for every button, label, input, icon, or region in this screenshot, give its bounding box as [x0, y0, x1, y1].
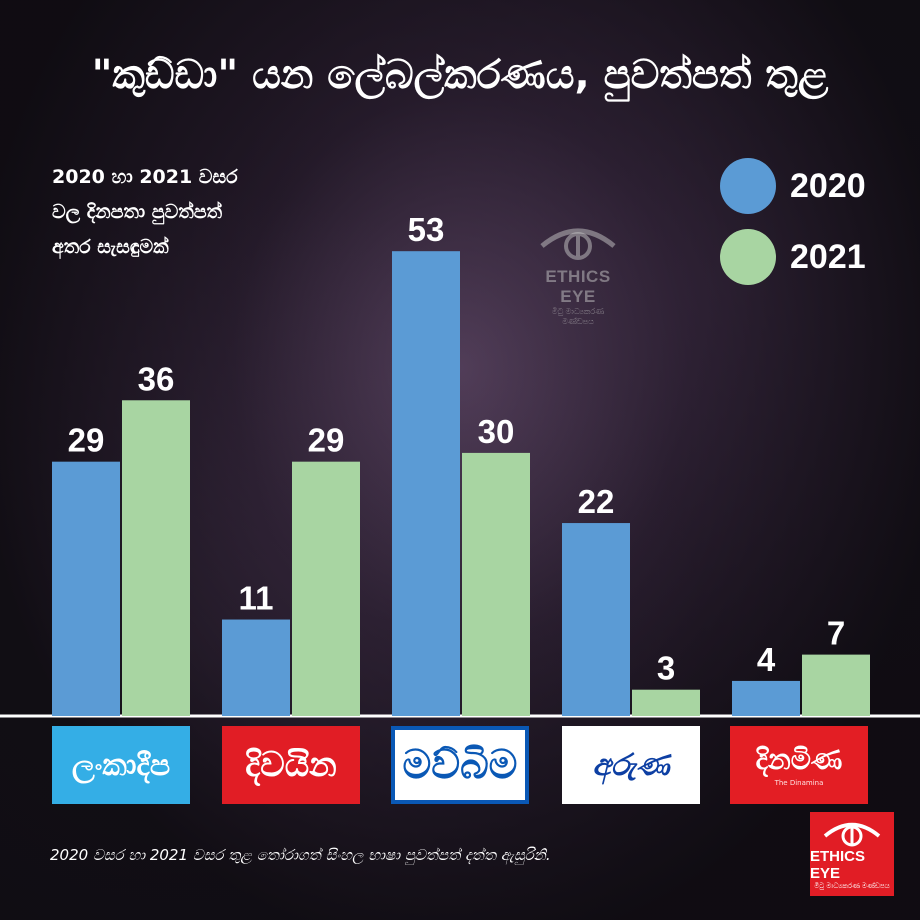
badge-tagline: මිටු මාධ්‍යකරණ මණ්ඩපය	[814, 882, 890, 890]
watermark-sub: EYE	[560, 287, 596, 306]
dinamina-logo-text: දිනමිණ	[755, 743, 843, 776]
data-label-2020-0: 29	[68, 422, 105, 459]
eye-icon	[540, 228, 616, 260]
data-label-2021-0: 36	[138, 360, 175, 397]
legend-item-2021: 2021	[720, 229, 866, 285]
badge-text: ETHICS	[810, 847, 866, 865]
legend-label: 2021	[790, 237, 866, 276]
data-label-2021-3: 3	[657, 650, 675, 687]
page-title: "කුඩ්ඩා" යන ලේබල්කරණය, පුවත්පත් තුළ	[91, 52, 829, 98]
legend-item-2020: 2020	[720, 158, 866, 214]
watermark-text: ETHICS	[545, 267, 611, 286]
ethics-eye-badge: ETHICS EYE මිටු මාධ්‍යකරණ මණ්ඩපය	[810, 812, 894, 896]
subtitle-line: වල දිනපතා පුවත්පත්	[52, 201, 223, 223]
watermark-tagline: මිටු මාධ්‍යකරණ මණ්ඩපය	[551, 307, 605, 326]
data-label-2020-3: 22	[578, 483, 615, 520]
badge-sub: EYE	[810, 864, 841, 882]
bar-2021-3	[632, 689, 700, 716]
divaina-logo: දිවයින	[222, 726, 360, 804]
data-label-2021-4: 7	[827, 615, 845, 652]
legend-swatch-2020	[720, 158, 776, 214]
bar-2021-4	[802, 654, 870, 716]
chart-subtitle: 2020 හා 2021 වසර වල දිනපතා පුවත්පත් අතර …	[52, 160, 312, 265]
data-label-2020-1: 11	[239, 580, 274, 617]
bar-2020-4	[732, 680, 800, 716]
lankadeepa-logo: ලංකාදීප	[52, 726, 190, 804]
eye-icon	[823, 822, 881, 846]
bar-2020-1	[222, 619, 290, 716]
bar-2021-1	[292, 461, 360, 716]
source-note: 2020 වසර හා 2021 වසර තුළ තෝරාගත් සිංහල භ…	[50, 846, 551, 864]
bar-2021-0	[122, 400, 190, 716]
bar-2020-2	[392, 251, 460, 716]
legend-label: 2020	[790, 166, 866, 205]
aruna-logo: අරුණ	[562, 726, 700, 804]
legend-swatch-2021	[720, 229, 776, 285]
data-label-2021-2: 30	[478, 413, 515, 450]
mawbima-logo: මව්බිම	[391, 726, 529, 804]
bar-2021-2	[462, 452, 530, 716]
dinamina-logo-sub: The Dinamina	[774, 779, 824, 787]
dinamina-logo: දිනමිණ The Dinamina	[730, 726, 868, 804]
category-logos: ලංකාදීප දිවයින මව්බිම අරුණ දිනමිණ The Di…	[0, 726, 920, 804]
subtitle-line: අතර සැසඳුමක්	[52, 236, 169, 258]
data-label-2021-1: 29	[308, 422, 345, 459]
data-label-2020-4: 4	[757, 641, 776, 678]
watermark-logo: ETHICS EYE මිටු මාධ්‍යකරණ මණ්ඩපය	[536, 222, 620, 327]
bar-2020-0	[52, 461, 120, 716]
subtitle-line: 2020 හා 2021 වසර	[52, 166, 238, 188]
bar-2020-3	[562, 523, 630, 716]
data-label-2020-2: 53	[408, 211, 445, 248]
